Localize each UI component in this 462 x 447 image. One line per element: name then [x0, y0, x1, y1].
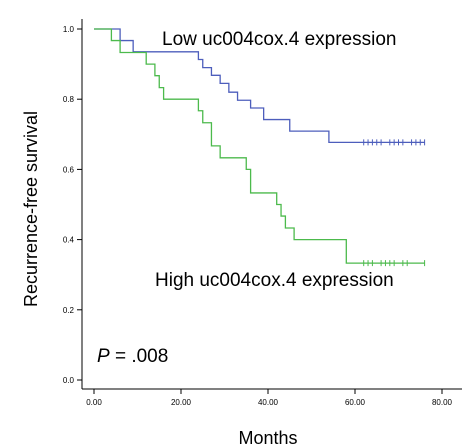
high-expression-label: High uc004cox.4 expression: [155, 270, 394, 291]
high-expression-series: [94, 28, 426, 267]
p-value-symbol: P: [97, 346, 110, 367]
high-survival-curve: [94, 28, 425, 264]
x-tick-label: 0.00: [86, 398, 102, 407]
low-survival-curve: [94, 28, 425, 144]
y-tick-label: 0.4: [63, 236, 75, 245]
y-tick-label: 0.6: [63, 165, 75, 174]
low-expression-series: [94, 28, 426, 146]
p-value-annotation: P = .008: [97, 346, 168, 367]
low-expression-label: Low uc004cox.4 expression: [162, 29, 396, 50]
p-value-text: = .008: [110, 346, 169, 367]
x-tick-label: 40.00: [258, 398, 279, 407]
y-tick-label: 0.8: [63, 95, 75, 104]
x-tick-label: 80.00: [432, 398, 453, 407]
x-axis-title: Months: [238, 428, 297, 447]
y-tick-label: 0.0: [63, 376, 75, 385]
y-tick-label: 1.0: [63, 25, 75, 34]
y-tick-label: 0.2: [63, 306, 75, 315]
x-tick-label: 20.00: [171, 398, 192, 407]
y-axis-title: Recurrence-free survival: [21, 111, 41, 307]
x-tick-label: 60.00: [345, 398, 366, 407]
